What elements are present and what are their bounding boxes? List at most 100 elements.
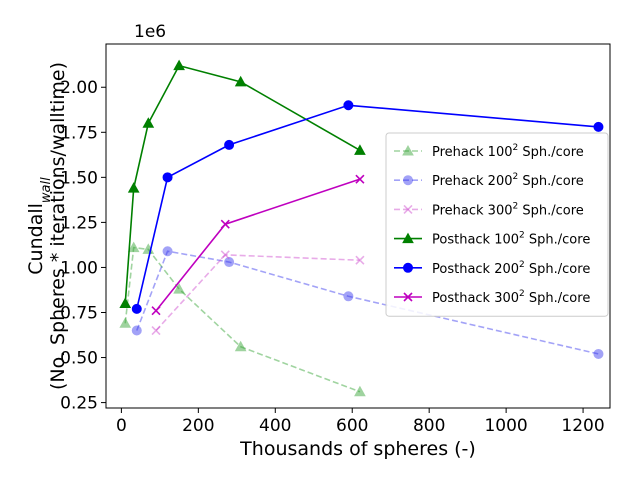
legend-label-superscript: 2: [513, 172, 519, 182]
data-point: [224, 139, 235, 150]
legend-label-superscript: 2: [519, 231, 525, 241]
data-point: [162, 172, 173, 183]
legend-label-superscript: 2: [519, 289, 525, 299]
plot-area: [119, 59, 604, 397]
legend-entry: Posthack 2002 Sph./core: [394, 260, 590, 277]
series-line: [136, 250, 599, 355]
series-1: [119, 241, 366, 397]
legend-label-prefix: Prehack 100: [432, 145, 513, 160]
legend-marker: [403, 175, 413, 186]
data-point: [220, 250, 230, 260]
legend-label: Posthack 1002 Sph./core: [432, 231, 590, 248]
x-tick-label: 800: [413, 416, 445, 436]
legend-entry: Prehack 3002 Sph./core: [394, 201, 584, 218]
legend-label-prefix: Prehack 300: [432, 203, 513, 218]
data-point: [220, 219, 230, 229]
data-point: [131, 325, 142, 336]
legend-label-suffix: Sph./core: [518, 203, 584, 218]
data-point: [127, 182, 140, 193]
data-point: [151, 325, 161, 336]
data-point: [173, 59, 185, 71]
legend-entry: Posthack 3002 Sph./core: [394, 289, 590, 306]
y-axis-label-line2: (No. Spheres * iterations/walltime): [47, 62, 69, 390]
series-6: [151, 174, 365, 316]
x-tick-label: 600: [336, 416, 368, 436]
y-tick-label: 0.25: [60, 394, 98, 414]
x-tick-label: 200: [182, 416, 214, 436]
data-point: [224, 257, 235, 268]
series-4: [119, 59, 366, 308]
data-point: [593, 348, 604, 359]
legend-marker: [403, 204, 413, 214]
legend-marker: [403, 262, 413, 273]
legend-label-suffix: Sph./core: [525, 233, 591, 248]
y-tick-label: 2.00: [60, 78, 98, 98]
legend-label: Prehack 3002 Sph./core: [432, 201, 584, 218]
legend-label-superscript: 2: [519, 260, 525, 270]
series-5: [131, 100, 604, 314]
data-point: [173, 283, 185, 294]
data-point: [593, 121, 604, 132]
series-line: [155, 178, 361, 312]
legend-label-superscript: 2: [513, 143, 519, 153]
data-point: [234, 340, 247, 352]
legend-label: Prehack 1002 Sph./core: [432, 143, 584, 160]
x-axis-label: Thousands of spheres (-): [239, 438, 476, 460]
x-tick-label: 1200: [561, 416, 604, 436]
legend-label-suffix: Sph./core: [525, 291, 591, 306]
y-tick-label: 0.50: [60, 349, 98, 369]
legend-label: Posthack 3002 Sph./core: [432, 289, 590, 306]
axes-frame: [105, 43, 611, 409]
series-2: [131, 246, 604, 359]
legend-label-prefix: Posthack 100: [432, 233, 519, 248]
legend-entry: Prehack 1002 Sph./core: [394, 143, 584, 160]
data-point: [119, 297, 132, 308]
series-line: [155, 254, 360, 332]
legend-label-superscript: 2: [513, 201, 519, 211]
y-offset-text: 1e6: [134, 22, 166, 42]
legend-label-suffix: Sph./core: [518, 145, 584, 160]
x-tick-label: 400: [259, 416, 291, 436]
legend-label-prefix: Posthack 200: [432, 262, 519, 277]
legend-marker: [402, 144, 414, 156]
data-point: [355, 174, 365, 184]
data-point: [234, 75, 247, 87]
legend-label-prefix: Posthack 300: [432, 291, 519, 306]
y-tick-label: 1.00: [60, 258, 98, 278]
y-axis-label-line1: Cundallwall: [25, 177, 54, 275]
y-tick-label: 1.75: [60, 123, 98, 143]
data-point: [162, 246, 173, 257]
data-point: [151, 306, 161, 316]
legend-label-suffix: Sph./core: [518, 174, 584, 189]
data-point: [131, 303, 142, 314]
data-point: [142, 117, 155, 128]
data-point: [119, 317, 132, 328]
data-point: [354, 144, 366, 155]
y-tick-label: 1.25: [60, 213, 98, 233]
data-point: [354, 385, 366, 397]
series-line: [124, 64, 361, 304]
legend-label: Posthack 2002 Sph./core: [432, 260, 590, 277]
series-line: [124, 246, 361, 393]
legend-entry: Posthack 1002 Sph./core: [394, 231, 590, 248]
legend-label-suffix: Sph./core: [525, 262, 591, 277]
y-tick-label: 1.50: [60, 168, 98, 188]
x-tick-label: 1000: [484, 416, 527, 436]
legend-entry: Prehack 2002 Sph./core: [394, 172, 584, 189]
x-tick-label: 0: [116, 416, 127, 436]
data-point: [127, 241, 140, 253]
y-axis-label-subscript: wall: [39, 177, 54, 203]
legend-marker: [403, 292, 413, 302]
axes: 0 200 400 600 800 1000 1200 0.25 0.50 0.75 1.00 1.2…: [60, 43, 611, 436]
y-axis-label-prefix: Cundall: [25, 203, 47, 275]
legend-label-prefix: Prehack 200: [432, 174, 513, 189]
legend-marker: [402, 232, 414, 244]
data-point: [343, 100, 354, 111]
data-point: [343, 291, 354, 302]
series-3: [151, 250, 365, 336]
y-tick-label: 0.75: [60, 303, 98, 323]
legend-label: Prehack 2002 Sph./core: [432, 172, 584, 189]
legend-box: [385, 132, 609, 317]
